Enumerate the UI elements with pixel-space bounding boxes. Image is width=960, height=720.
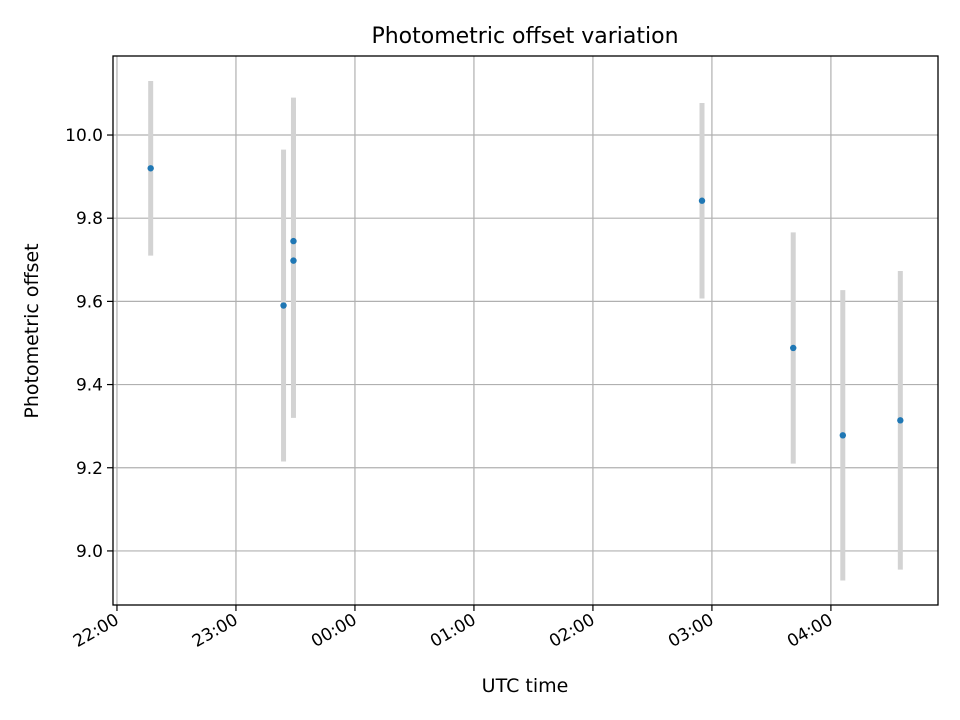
x-tick-label: 22:00 [70, 610, 122, 652]
data-point [147, 165, 154, 172]
data-points [147, 165, 904, 439]
plot-frame [112, 55, 939, 606]
x-tick-label: 02:00 [546, 610, 598, 652]
y-axis-label: Photometric offset [21, 243, 43, 418]
data-point [280, 302, 287, 309]
chart-title: Photometric offset variation [371, 24, 678, 49]
data-point [839, 432, 847, 439]
y-tick-label: 9.4 [76, 376, 103, 396]
data-point [790, 344, 797, 352]
grid [113, 56, 938, 605]
data-point [290, 257, 297, 264]
x-tick-label: 04:00 [784, 610, 836, 652]
y-tick-label: 10.0 [65, 126, 103, 146]
x-axis-label: UTC time [482, 675, 569, 697]
y-axis-ticks: 9.0 9.2 9.4 9.6 9.8 10.0 [65, 126, 113, 562]
data-point [897, 417, 904, 424]
y-tick-label: 9.2 [76, 459, 103, 479]
y-tick-label: 9.8 [76, 209, 103, 229]
x-tick-label: 00:00 [308, 610, 360, 652]
x-axis-ticks: 22:00 23:00 00:00 01:00 02:00 03:00 04:00 [70, 605, 836, 652]
error-bars [148, 80, 903, 581]
data-point [698, 197, 706, 204]
x-tick-label: 01:00 [427, 610, 479, 652]
y-tick-label: 9.0 [76, 542, 103, 562]
x-tick-label: 03:00 [665, 610, 717, 652]
y-tick-label: 9.6 [76, 292, 103, 312]
x-tick-label: 23:00 [189, 610, 241, 652]
data-point [290, 237, 297, 245]
